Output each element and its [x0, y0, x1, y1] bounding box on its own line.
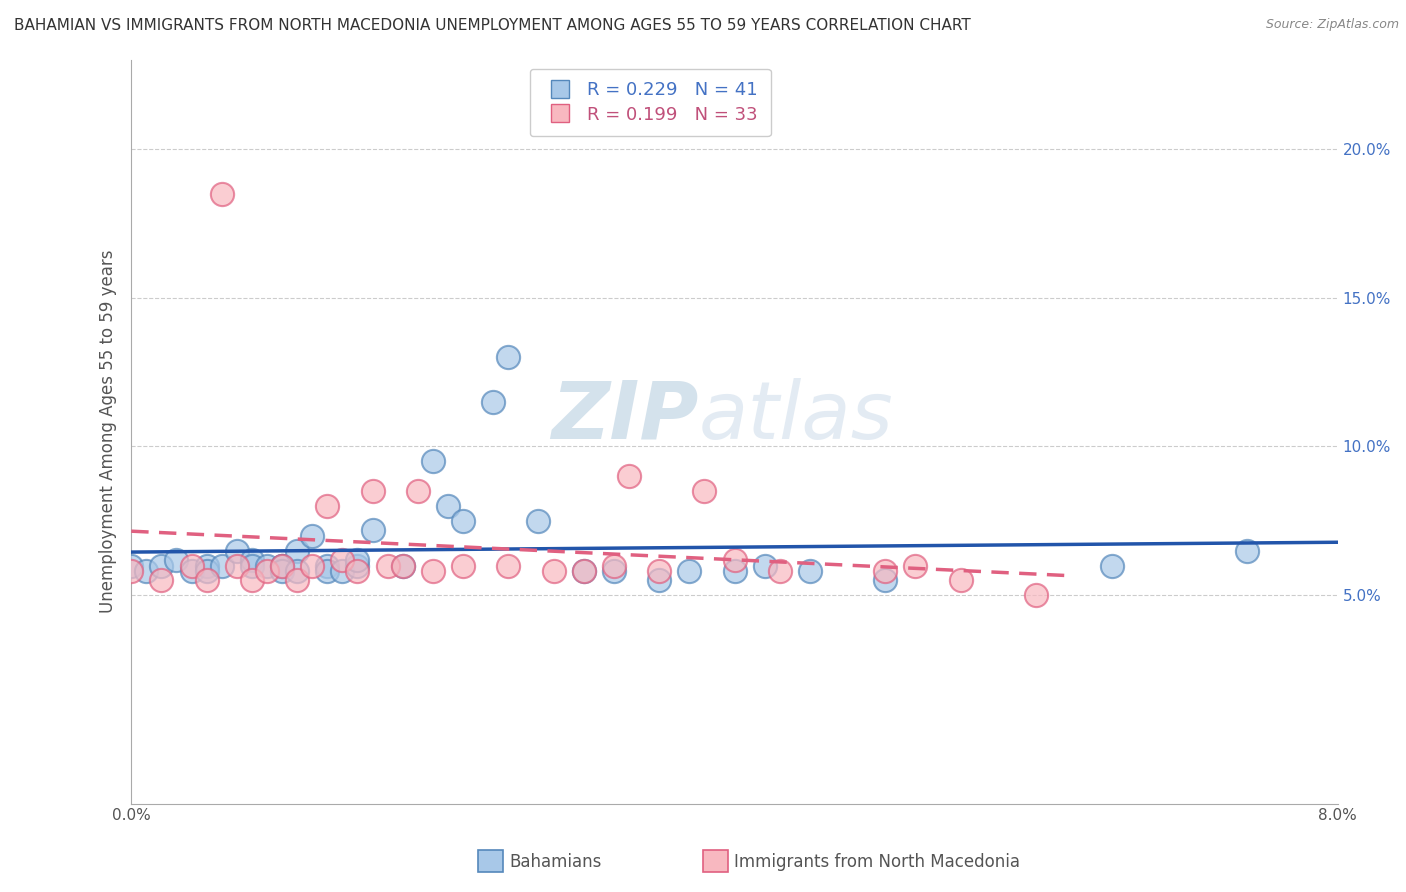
Point [693, 484, 716, 499]
Point [301, 529, 323, 543]
Point [361, 523, 384, 537]
Point [285, 543, 308, 558]
Legend: R = 0.229   N = 41, R = 0.199   N = 33: R = 0.229 N = 41, R = 0.199 N = 33 [530, 69, 770, 136]
Point [180, 558, 202, 573]
Point [271, 558, 294, 573]
Point [316, 558, 339, 573]
Point [301, 558, 323, 573]
Point [769, 565, 792, 579]
Point [422, 565, 444, 579]
Point [603, 565, 626, 579]
Text: ZIP: ZIP [551, 377, 699, 456]
Point [1236, 543, 1258, 558]
Text: atlas: atlas [699, 377, 893, 456]
Point [377, 558, 399, 573]
Point [451, 558, 474, 573]
Y-axis label: Unemployment Among Ages 55 to 59 years: Unemployment Among Ages 55 to 59 years [100, 250, 117, 614]
Point [285, 574, 308, 588]
Point [332, 565, 354, 579]
Text: Source: ZipAtlas.com: Source: ZipAtlas.com [1265, 18, 1399, 31]
Point [166, 552, 188, 566]
Point [603, 558, 626, 573]
Point [391, 558, 413, 573]
Point [482, 395, 505, 409]
Point [543, 565, 565, 579]
Point [180, 565, 202, 579]
Point [285, 565, 308, 579]
Point [451, 514, 474, 528]
Point [904, 558, 927, 573]
Point [195, 565, 218, 579]
Point [723, 565, 745, 579]
Point [437, 499, 460, 513]
Point [799, 565, 821, 579]
Point [572, 565, 595, 579]
Point [135, 565, 157, 579]
Point [211, 558, 233, 573]
Point [1101, 558, 1123, 573]
Point [150, 574, 173, 588]
Point [361, 484, 384, 499]
Point [271, 558, 294, 573]
Point [225, 558, 247, 573]
Point [498, 350, 520, 364]
Point [617, 469, 640, 483]
Point [256, 565, 278, 579]
Point [648, 574, 671, 588]
Point [422, 454, 444, 468]
Point [346, 552, 368, 566]
Point [391, 558, 413, 573]
Point [256, 558, 278, 573]
Point [120, 558, 142, 573]
Point [527, 514, 550, 528]
Text: Immigrants from North Macedonia: Immigrants from North Macedonia [734, 853, 1019, 871]
Point [120, 565, 142, 579]
Point [723, 552, 745, 566]
Point [648, 565, 671, 579]
Point [271, 565, 294, 579]
Point [240, 552, 263, 566]
Text: Bahamians: Bahamians [509, 853, 602, 871]
Point [195, 574, 218, 588]
Point [498, 558, 520, 573]
Point [406, 484, 429, 499]
Point [316, 499, 339, 513]
Text: BAHAMIAN VS IMMIGRANTS FROM NORTH MACEDONIA UNEMPLOYMENT AMONG AGES 55 TO 59 YEA: BAHAMIAN VS IMMIGRANTS FROM NORTH MACEDO… [14, 18, 970, 33]
Point [225, 543, 247, 558]
Point [332, 552, 354, 566]
Point [316, 565, 339, 579]
Point [195, 558, 218, 573]
Point [240, 574, 263, 588]
Point [1025, 588, 1047, 602]
Point [949, 574, 972, 588]
Point [572, 565, 595, 579]
Point [271, 558, 294, 573]
Point [240, 558, 263, 573]
Point [346, 558, 368, 573]
Point [211, 186, 233, 201]
Point [678, 565, 700, 579]
Point [875, 565, 897, 579]
Point [346, 565, 368, 579]
Point [150, 558, 173, 573]
Point [754, 558, 776, 573]
Point [875, 574, 897, 588]
